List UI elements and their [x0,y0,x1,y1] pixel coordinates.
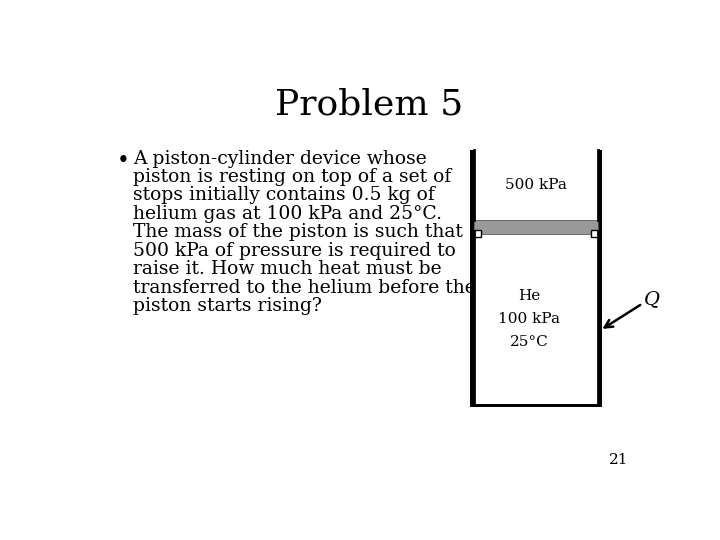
Text: piston is resting on top of a set of: piston is resting on top of a set of [132,168,451,186]
Bar [474,231,481,237]
Bar [590,231,598,237]
Bar [469,150,474,408]
Text: 500 kPa: 500 kPa [505,178,567,192]
Text: 21: 21 [609,453,629,467]
Text: Q: Q [644,291,660,309]
Text: The mass of the piston is such that: The mass of the piston is such that [132,224,462,241]
Text: He
100 kPa
25°C: He 100 kPa 25°C [498,289,560,349]
Text: 500 kPa of pressure is required to: 500 kPa of pressure is required to [132,242,456,260]
Text: helium gas at 100 kPa and 25°C.: helium gas at 100 kPa and 25°C. [132,205,441,223]
Bar [598,150,601,408]
Text: transferred to the helium before the: transferred to the helium before the [132,279,475,297]
Bar [474,220,598,234]
Text: •: • [117,150,130,172]
Bar [474,150,598,403]
Text: raise it. How much heat must be: raise it. How much heat must be [132,260,441,279]
Text: piston starts rising?: piston starts rising? [132,298,322,315]
Text: A piston-cylinder device whose: A piston-cylinder device whose [132,150,426,167]
Text: stops initially contains 0.5 kg of: stops initially contains 0.5 kg of [132,186,434,205]
Text: Problem 5: Problem 5 [275,88,463,122]
Bar [469,403,601,408]
